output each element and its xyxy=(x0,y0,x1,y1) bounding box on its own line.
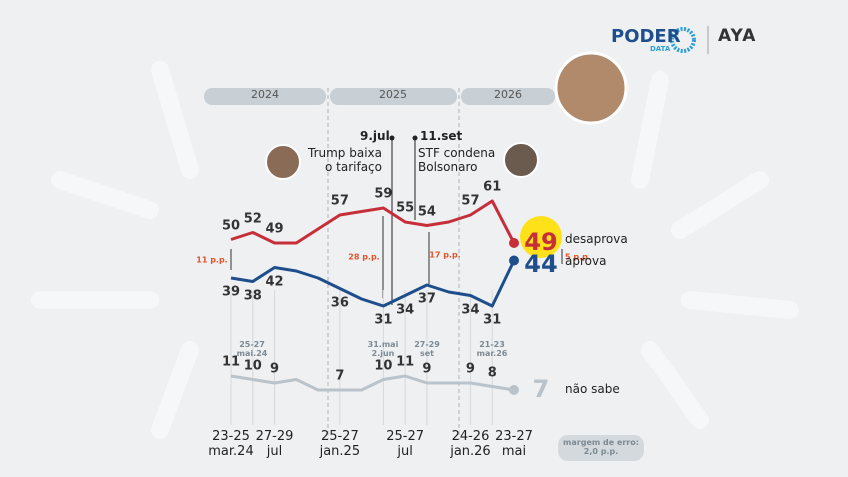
end-dot xyxy=(509,385,519,395)
period-band xyxy=(204,88,326,105)
value-label: 52 xyxy=(243,211,262,227)
end-dot xyxy=(509,255,519,266)
brand-sub: DATA xyxy=(650,45,671,53)
value-label: 31 xyxy=(374,312,393,328)
value-label: 50 xyxy=(221,218,241,234)
event-date: 9.jul xyxy=(360,129,390,143)
logo-mark xyxy=(670,27,696,53)
period-label: 2024 xyxy=(251,88,279,101)
value-label: 7 xyxy=(335,368,345,384)
series-name: não sabe xyxy=(565,382,620,397)
value-label: 9 xyxy=(465,361,475,377)
background-rays xyxy=(31,61,799,439)
value-label: 11 xyxy=(396,354,415,370)
end-value-label: 7 xyxy=(532,375,550,404)
event-date: 11.set xyxy=(420,129,463,143)
gap-label: 17 p.p. xyxy=(429,250,461,260)
value-label: 57 xyxy=(330,193,349,209)
date-note: 27-29 set xyxy=(414,340,440,359)
value-label: 49 xyxy=(265,221,284,237)
brand: PODER xyxy=(611,26,681,47)
date-note: 25-27 mai.24 xyxy=(236,340,268,359)
x-tick-label: 23-25 mar.24 xyxy=(208,429,254,459)
margin-box xyxy=(558,435,644,461)
partner: AYA xyxy=(718,26,757,46)
date-note: 21-23 mar.26 xyxy=(476,340,508,359)
series-line xyxy=(230,259,516,308)
series-name: desaprova xyxy=(565,232,628,247)
end-value-label: 49 xyxy=(524,228,558,257)
value-label: 55 xyxy=(396,200,415,216)
value-label: 42 xyxy=(265,274,284,290)
event-text: STF condena Bolsonaro xyxy=(418,146,496,174)
period-label: 2025 xyxy=(379,88,407,101)
x-tick-label: 23-27 mai xyxy=(495,429,533,459)
gap-label: 28 p.p. xyxy=(348,252,380,262)
value-label: 34 xyxy=(396,302,415,318)
value-label: 36 xyxy=(330,295,349,311)
series-name: aprova xyxy=(565,253,607,268)
x-tick-label: 25-27 jan.25 xyxy=(319,429,361,459)
value-label: 31 xyxy=(483,312,502,328)
value-label: 61 xyxy=(483,179,502,195)
end-dot xyxy=(509,238,519,248)
value-label: 10 xyxy=(243,358,262,374)
value-label: 57 xyxy=(461,193,480,209)
event-text: Trump baixa o tarifaço xyxy=(308,146,382,174)
value-label: 8 xyxy=(487,365,497,381)
period-band xyxy=(461,88,555,105)
period-label: 2026 xyxy=(494,88,522,101)
series-line xyxy=(230,199,516,245)
gap-label: 5 p.p. xyxy=(565,252,591,262)
value-label: 38 xyxy=(243,288,262,304)
value-label: 9 xyxy=(270,361,280,377)
x-tick-label: 27-29 jul xyxy=(255,429,294,459)
end-value-label: 44 xyxy=(524,249,558,278)
margin-note: margem de erro: 2,0 p.p. xyxy=(563,438,639,457)
x-tick-label: 24-26 jan.26 xyxy=(450,429,491,459)
value-label: 34 xyxy=(461,302,480,318)
gap-label: 11 p.p. xyxy=(196,255,228,265)
value-label: 11 xyxy=(221,354,241,370)
value-label: 59 xyxy=(374,186,393,202)
x-tick-label: 25-27 jul xyxy=(386,429,425,459)
event-dot xyxy=(412,135,418,141)
photo-bolsonaro xyxy=(503,142,539,178)
value-label: 39 xyxy=(221,284,241,300)
photo-lula xyxy=(554,51,628,125)
period-band xyxy=(330,88,457,105)
value-label: 37 xyxy=(417,291,436,307)
value-label: 9 xyxy=(422,361,432,377)
event-dot xyxy=(389,135,395,141)
value-label: 10 xyxy=(374,358,393,374)
date-note: 31.mai 2.jun xyxy=(367,340,399,359)
photo-trump xyxy=(265,144,301,180)
highlight xyxy=(520,216,562,258)
value-label: 54 xyxy=(417,204,436,220)
series-line xyxy=(230,374,515,392)
